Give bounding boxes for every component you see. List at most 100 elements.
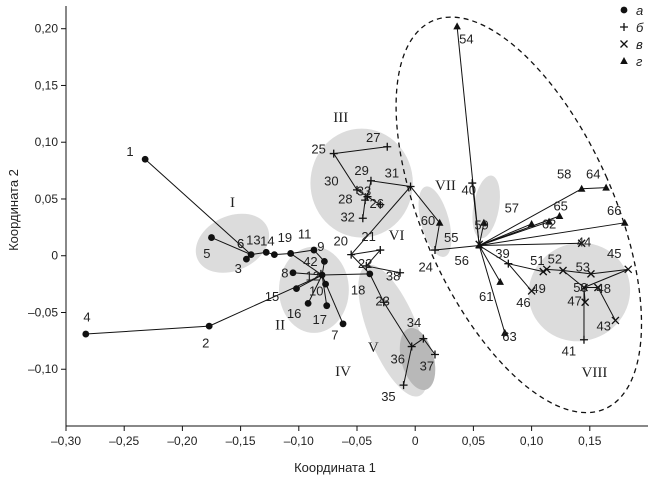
legend-marker-cross <box>620 40 628 48</box>
edge-16-12 <box>307 274 323 304</box>
edge-5-6 <box>211 237 252 256</box>
point-label-46: 46 <box>516 295 530 310</box>
point-57 <box>527 219 536 227</box>
point-50 <box>580 283 588 292</box>
edge-17-12 <box>321 274 328 306</box>
edge-33-26 <box>367 196 381 206</box>
point-label-36: 36 <box>391 352 405 367</box>
point-label-55: 55 <box>444 230 458 245</box>
point-label-22: 22 <box>358 256 372 271</box>
point-label-32: 32 <box>340 210 354 225</box>
point-label-19: 19 <box>278 230 292 245</box>
axes-layer: –0,30 –0,25 –0,20 –0,15 –0,10 –0,05 0 0,05 0,10 0… <box>28 6 648 448</box>
edge-60-24 <box>434 222 441 251</box>
point-45 <box>624 265 633 274</box>
point-65 <box>555 212 564 219</box>
edge-25-27 <box>333 146 388 155</box>
group-label-II: II <box>275 318 285 334</box>
point-37 <box>430 350 439 359</box>
point-36 <box>407 342 416 351</box>
cluster-shade-1 <box>195 213 270 273</box>
point-label-65: 65 <box>553 198 567 213</box>
point-2 <box>205 322 213 330</box>
point-label-25: 25 <box>311 142 325 157</box>
point-label-15: 15 <box>265 289 279 304</box>
point-58 <box>577 184 586 192</box>
point-18 <box>366 270 374 278</box>
y-axis-title: Координата 2 <box>6 169 21 251</box>
point-label-27: 27 <box>366 130 380 145</box>
point-label-43: 43 <box>597 319 611 334</box>
point-label-7: 7 <box>331 328 338 343</box>
point-1 <box>141 155 149 163</box>
point-13 <box>262 248 270 256</box>
point-20 <box>347 250 356 259</box>
point-66 <box>620 218 629 226</box>
point-5 <box>208 234 215 241</box>
point-23 <box>379 298 388 307</box>
dashed-cluster-outline <box>395 16 643 414</box>
edge-55-44 <box>479 242 582 247</box>
point-6 <box>247 251 255 258</box>
point-label-12: 12 <box>306 269 320 284</box>
point-label-21: 21 <box>361 229 375 244</box>
point-10 <box>322 280 329 288</box>
edge-18-20 <box>350 254 371 275</box>
point-label-57: 57 <box>505 201 519 216</box>
point-38 <box>396 268 405 277</box>
edge-34-37 <box>422 338 436 355</box>
point-label-9: 9 <box>317 239 324 254</box>
point-21 <box>376 246 385 255</box>
cluster-shade-2 <box>279 246 349 333</box>
edge-48-43 <box>597 287 616 321</box>
edge-15-12 <box>296 274 323 290</box>
edge-4-2 <box>85 325 210 335</box>
point-11 <box>310 246 318 254</box>
edge-22-38 <box>366 265 401 274</box>
point-label-61: 61 <box>479 289 493 304</box>
point-label-50: 50 <box>573 280 587 295</box>
point-label-33: 33 <box>357 184 371 199</box>
legend-label-1: а <box>636 3 643 18</box>
group-label-V: V <box>368 340 379 356</box>
edge-59-55 <box>478 222 485 246</box>
point-label-56: 56 <box>455 253 469 268</box>
x-tick-label-2: –0,20 <box>167 434 197 448</box>
edge-52-53 <box>562 269 592 275</box>
point-52 <box>559 266 567 275</box>
point-label-38: 38 <box>386 269 400 284</box>
x-tick-label-0: –0,30 <box>51 434 81 448</box>
edge-63-55 <box>478 245 506 334</box>
point-label-1: 1 <box>126 144 133 159</box>
edge-51-52 <box>546 268 564 271</box>
edge-61-55 <box>478 245 501 283</box>
point-22 <box>362 261 371 270</box>
point-label-52: 52 <box>548 252 562 267</box>
point-35 <box>399 381 408 390</box>
y-tick-label-2: 0 <box>51 249 58 263</box>
point-label-17: 17 <box>313 312 327 327</box>
edge-20-21 <box>351 249 381 256</box>
edge-25-30 <box>333 153 358 191</box>
y-tick-label-5: 0,15 <box>35 78 59 92</box>
cluster-shade-7 <box>472 175 500 239</box>
edge-1-6 <box>144 158 252 255</box>
edge-66-55 <box>479 222 625 247</box>
edge-36-35 <box>403 346 413 386</box>
y-tick-label-0: –0,10 <box>28 362 58 376</box>
point-label-20: 20 <box>333 234 347 249</box>
group-label-VIII: VIII <box>582 365 608 381</box>
point-26 <box>376 200 385 209</box>
edge-50-45 <box>583 268 629 288</box>
legend-marker-circle <box>620 6 628 14</box>
point-label-11: 11 <box>298 227 312 242</box>
edge-65-55 <box>479 215 560 246</box>
point-label-16: 16 <box>287 306 301 321</box>
point-27 <box>383 142 392 151</box>
x-tick-label-7: 0,05 <box>462 434 486 448</box>
point-44 <box>577 239 586 248</box>
point-label-66: 66 <box>607 203 621 218</box>
